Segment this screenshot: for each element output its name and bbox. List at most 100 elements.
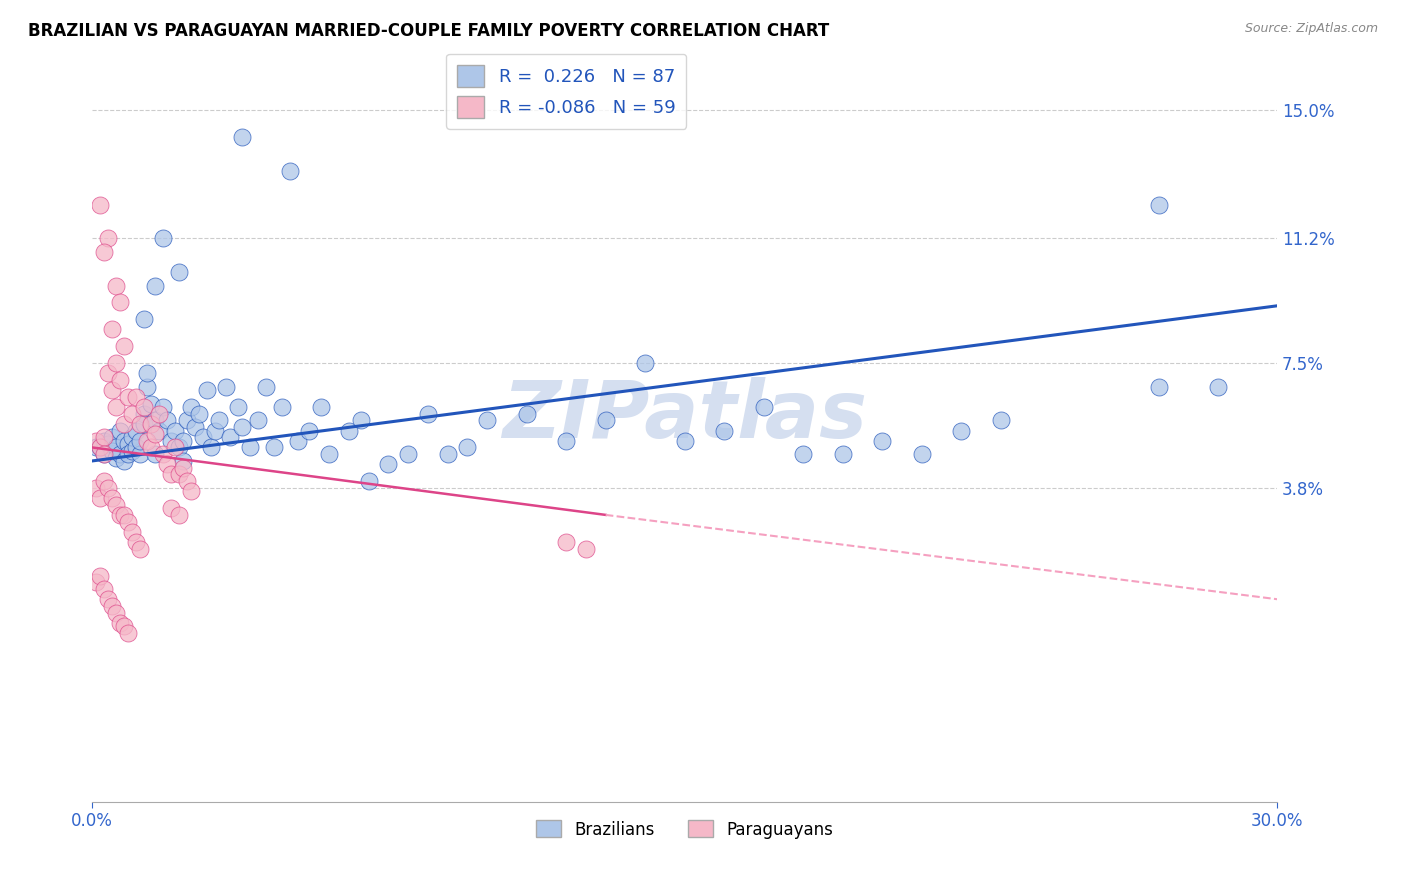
Point <box>132 312 155 326</box>
Point <box>215 380 238 394</box>
Point <box>870 434 893 448</box>
Point <box>311 400 333 414</box>
Point <box>84 481 107 495</box>
Point <box>145 413 167 427</box>
Point <box>93 244 115 259</box>
Point <box>112 339 135 353</box>
Text: BRAZILIAN VS PARAGUAYAN MARRIED-COUPLE FAMILY POVERTY CORRELATION CHART: BRAZILIAN VS PARAGUAYAN MARRIED-COUPLE F… <box>28 22 830 40</box>
Point <box>84 434 107 448</box>
Point <box>89 197 111 211</box>
Point <box>219 430 242 444</box>
Point <box>167 441 190 455</box>
Point <box>167 265 190 279</box>
Point <box>270 400 292 414</box>
Point <box>247 413 270 427</box>
Point <box>121 407 143 421</box>
Point <box>101 443 124 458</box>
Point <box>195 383 218 397</box>
Point <box>200 441 222 455</box>
Point <box>104 450 127 465</box>
Point <box>160 467 183 482</box>
Point <box>357 474 380 488</box>
Point <box>254 380 277 394</box>
Point <box>136 366 159 380</box>
Point <box>752 400 775 414</box>
Point <box>298 424 321 438</box>
Point <box>124 441 146 455</box>
Legend: Brazilians, Paraguayans: Brazilians, Paraguayans <box>530 814 839 846</box>
Point <box>97 592 120 607</box>
Point <box>456 441 478 455</box>
Point <box>108 295 131 310</box>
Point <box>191 430 214 444</box>
Point <box>132 417 155 431</box>
Point <box>337 424 360 438</box>
Point <box>132 407 155 421</box>
Point <box>97 437 120 451</box>
Point <box>416 407 439 421</box>
Point <box>167 467 190 482</box>
Point <box>396 447 419 461</box>
Point <box>104 278 127 293</box>
Point <box>231 130 253 145</box>
Point <box>104 356 127 370</box>
Point <box>93 430 115 444</box>
Point <box>990 413 1012 427</box>
Point <box>136 434 159 448</box>
Point <box>132 400 155 414</box>
Point <box>124 534 146 549</box>
Point <box>595 413 617 427</box>
Point <box>1147 380 1170 394</box>
Point <box>101 383 124 397</box>
Point <box>165 441 187 455</box>
Text: ZIPatlas: ZIPatlas <box>502 376 868 455</box>
Point <box>108 615 131 630</box>
Point <box>97 231 120 245</box>
Point <box>575 541 598 556</box>
Point <box>93 434 115 448</box>
Point <box>156 458 179 472</box>
Point <box>89 491 111 505</box>
Point <box>117 390 139 404</box>
Point <box>231 420 253 434</box>
Point <box>84 575 107 590</box>
Point <box>555 534 578 549</box>
Point <box>141 441 163 455</box>
Point <box>152 447 174 461</box>
Point <box>673 434 696 448</box>
Point <box>121 443 143 458</box>
Point <box>278 164 301 178</box>
Point <box>101 322 124 336</box>
Point <box>101 430 124 444</box>
Point <box>1147 197 1170 211</box>
Point <box>101 599 124 613</box>
Point <box>207 413 229 427</box>
Point <box>124 390 146 404</box>
Point <box>145 278 167 293</box>
Point <box>121 430 143 444</box>
Point <box>145 427 167 442</box>
Point <box>318 447 340 461</box>
Point <box>128 434 150 448</box>
Point <box>475 413 498 427</box>
Point <box>792 447 814 461</box>
Point <box>911 447 934 461</box>
Point <box>112 619 135 633</box>
Point <box>141 396 163 410</box>
Point <box>117 447 139 461</box>
Point <box>145 447 167 461</box>
Point <box>108 508 131 522</box>
Point <box>172 454 194 468</box>
Point <box>93 582 115 596</box>
Point <box>93 474 115 488</box>
Point <box>516 407 538 421</box>
Text: Source: ZipAtlas.com: Source: ZipAtlas.com <box>1244 22 1378 36</box>
Point <box>184 420 207 434</box>
Point <box>101 491 124 505</box>
Point <box>121 524 143 539</box>
Point <box>141 417 163 431</box>
Point <box>156 413 179 427</box>
Point <box>93 447 115 461</box>
Point <box>112 508 135 522</box>
Point <box>239 441 262 455</box>
